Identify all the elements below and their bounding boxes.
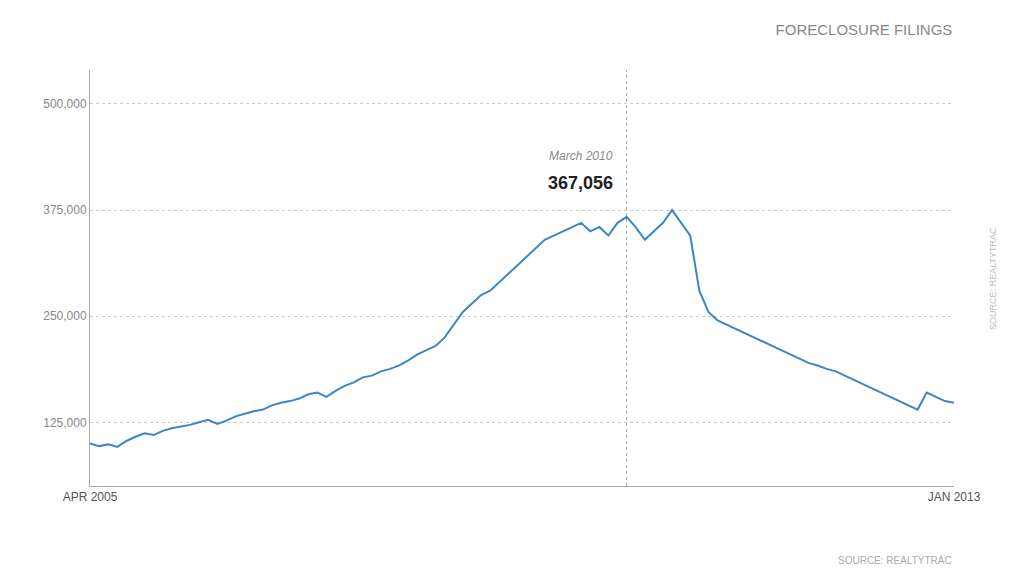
svg-text:SOURCE: REALTYTRAC: SOURCE: REALTYTRAC bbox=[988, 227, 998, 330]
svg-text:500,000: 500,000 bbox=[43, 97, 87, 111]
svg-text:250,000: 250,000 bbox=[43, 309, 87, 323]
svg-text:125,000: 125,000 bbox=[43, 416, 87, 430]
svg-text:SOURCE: REALTYTRAC: SOURCE: REALTYTRAC bbox=[838, 555, 952, 566]
svg-text:JAN 2013: JAN 2013 bbox=[928, 490, 981, 504]
svg-text:APR 2005: APR 2005 bbox=[63, 490, 118, 504]
svg-text:March 2010: March 2010 bbox=[549, 149, 613, 163]
svg-text:FORECLOSURE FILINGS: FORECLOSURE FILINGS bbox=[776, 21, 953, 38]
svg-text:367,056: 367,056 bbox=[548, 173, 613, 193]
svg-text:375,000: 375,000 bbox=[43, 203, 87, 217]
